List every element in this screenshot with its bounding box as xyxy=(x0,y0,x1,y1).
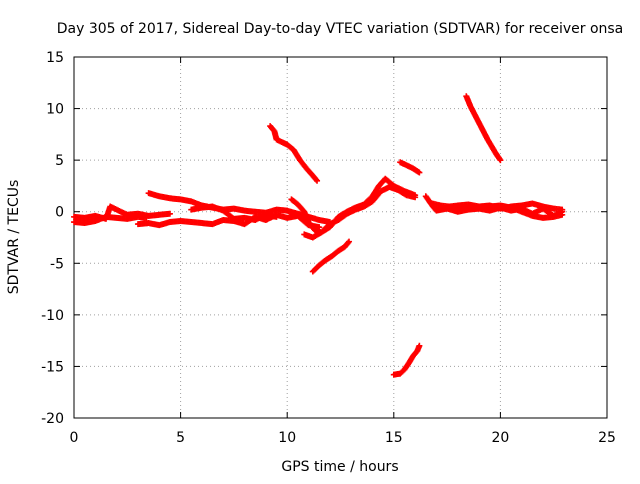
series-arc-i xyxy=(463,93,504,164)
x-tick-label: 15 xyxy=(385,430,403,446)
chart-title: Day 305 of 2017, Sidereal Day-to-day VTE… xyxy=(57,21,624,37)
y-tick-label: 10 xyxy=(46,102,64,118)
series-arc-h xyxy=(390,342,423,378)
y-tick-label: 0 xyxy=(55,205,64,221)
data-point xyxy=(559,206,566,213)
y-tick-label: -10 xyxy=(41,308,64,324)
data-point xyxy=(416,169,423,176)
data-point xyxy=(346,238,353,245)
series-arc-f xyxy=(309,238,353,275)
y-axis-label: SDTVAR / TECUs xyxy=(6,180,22,295)
series-arc-g xyxy=(397,159,423,176)
data-point xyxy=(273,213,280,220)
y-tick-label: 15 xyxy=(46,50,64,66)
data-point xyxy=(345,239,352,246)
y-tick-label: -20 xyxy=(41,411,64,427)
x-tick-label: 10 xyxy=(278,430,296,446)
x-axis-label: GPS time / hours xyxy=(281,459,398,475)
series-arc-a2 xyxy=(71,213,150,227)
series-arc-c2 xyxy=(188,203,280,223)
series-arc-j3 xyxy=(433,202,566,221)
y-tick-label: -15 xyxy=(41,359,64,375)
data-point xyxy=(314,177,321,184)
data-point xyxy=(416,342,423,349)
tick-labels: 0 5 10 15 20 25 -20 -15 -10 -5 0 5 10 15 xyxy=(41,50,616,446)
data-point xyxy=(497,157,504,164)
data-point xyxy=(313,176,320,183)
data-point xyxy=(559,211,566,218)
axes xyxy=(73,56,608,419)
series-arc-e2 xyxy=(301,183,419,241)
data-point xyxy=(412,194,419,201)
plot-frame xyxy=(73,56,608,419)
x-tick-label: 20 xyxy=(491,430,509,446)
x-tick-label: 25 xyxy=(598,430,616,446)
x-tick-label: 0 xyxy=(70,430,79,446)
series-arc-d xyxy=(267,123,321,184)
data-point xyxy=(143,214,150,221)
data-point xyxy=(166,210,173,217)
data-marks xyxy=(71,93,566,378)
x-tick-label: 5 xyxy=(176,430,185,446)
y-tick-label: 5 xyxy=(55,153,64,169)
y-tick-label: -5 xyxy=(50,256,64,272)
